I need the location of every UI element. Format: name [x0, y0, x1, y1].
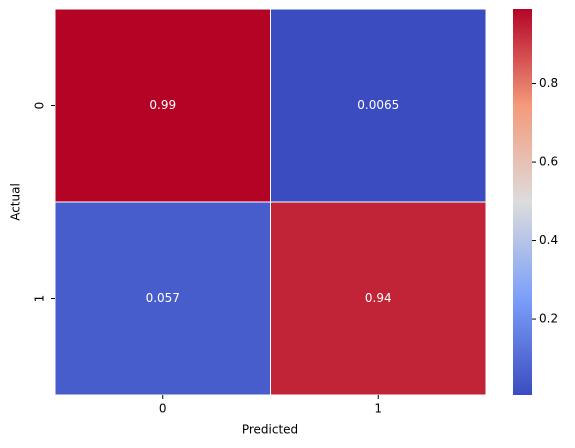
y-axis-label: Actual [9, 183, 23, 221]
cell-label: 0.057 [146, 291, 180, 305]
y-tick-label: 0 [33, 102, 47, 110]
heatmap-cell [54, 8, 271, 203]
heatmap-cell [270, 8, 487, 203]
x-axis-label: Predicted [242, 423, 298, 437]
colorbar-tick-label: 0.6 [539, 155, 558, 169]
heatmap-cell [270, 201, 487, 396]
cell-label: 0.94 [365, 291, 392, 305]
cell-label: 0.99 [149, 98, 176, 112]
y-tick-label: 1 [33, 295, 47, 303]
colorbar-tick-label: 0.2 [539, 312, 558, 326]
x-tick-label: 1 [374, 402, 382, 416]
colorbar-tick-label: 0.8 [539, 76, 558, 90]
colorbar [513, 9, 532, 395]
colorbar-tick-label: 0.4 [539, 233, 558, 247]
cell-label: 0.0065 [357, 98, 399, 112]
heatmap-cell [54, 201, 271, 396]
x-tick-label: 0 [159, 402, 167, 416]
